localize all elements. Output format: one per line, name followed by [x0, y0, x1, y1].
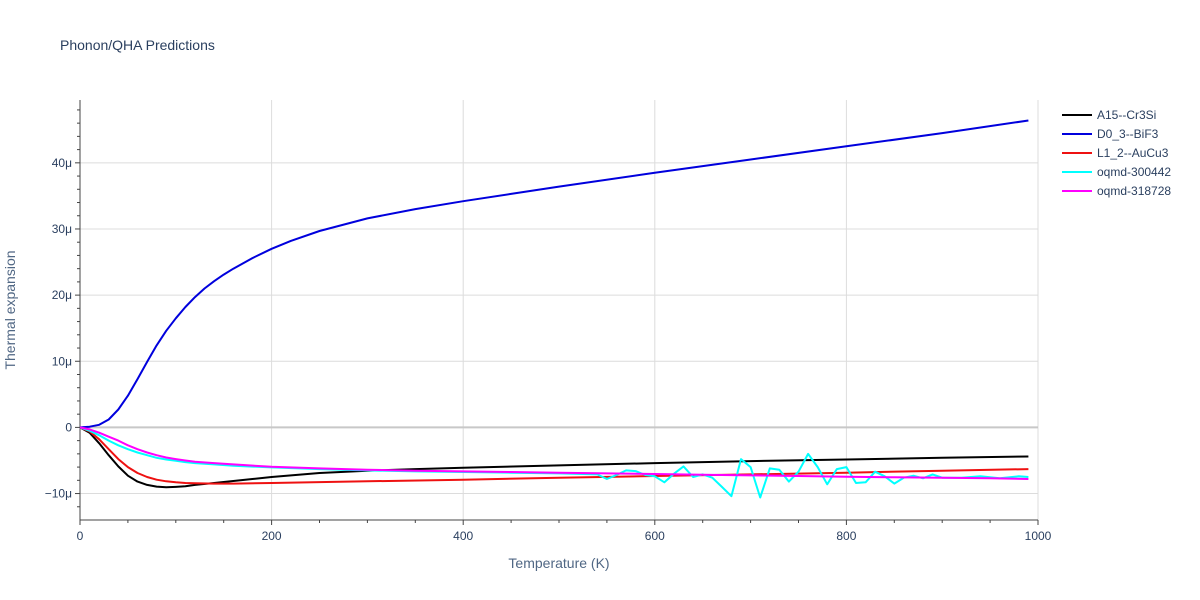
- legend-label: oqmd-318728: [1097, 184, 1171, 198]
- y-tick-label: −10μ: [45, 487, 72, 501]
- legend-label: A15--Cr3Si: [1097, 108, 1156, 122]
- legend-item-D0_3--BiF3[interactable]: D0_3--BiF3: [1062, 127, 1159, 141]
- y-tick-label: 20μ: [52, 288, 72, 302]
- y-tick-label: 40μ: [52, 156, 72, 170]
- legend-item-A15--Cr3Si[interactable]: A15--Cr3Si: [1062, 108, 1156, 122]
- legend-label: D0_3--BiF3: [1097, 127, 1159, 141]
- x-tick-label: 1000: [1025, 529, 1052, 543]
- chart-title: Phonon/QHA Predictions: [60, 37, 215, 53]
- legend-item-L1_2--AuCu3[interactable]: L1_2--AuCu3: [1062, 146, 1169, 160]
- series-lines: [79, 119, 1029, 499]
- x-tick-label: 400: [453, 529, 473, 543]
- x-tick-label: 800: [836, 529, 856, 543]
- axes: [75, 100, 1039, 525]
- series-line-oqmd-318728: [79, 426, 1029, 480]
- y-axis-title: Thermal expansion: [2, 250, 18, 369]
- x-tick-label: 200: [262, 529, 282, 543]
- y-tick-label: 0: [65, 420, 72, 434]
- legend-label: oqmd-300442: [1097, 165, 1171, 179]
- y-tick-label: 30μ: [52, 222, 72, 236]
- legend-item-oqmd-300442[interactable]: oqmd-300442: [1062, 165, 1171, 179]
- grid-lines: [80, 100, 1039, 520]
- x-axis-title: Temperature (K): [508, 555, 609, 571]
- legend[interactable]: A15--Cr3Si D0_3--BiF3 L1_2--AuCu3 oqmd-3004…: [1062, 108, 1171, 198]
- legend-label: L1_2--AuCu3: [1097, 146, 1169, 160]
- legend-item-oqmd-318728[interactable]: oqmd-318728: [1062, 184, 1171, 198]
- series-line-D0_3--BiF3: [79, 119, 1029, 429]
- y-tick-label: 10μ: [52, 354, 72, 368]
- series-line-oqmd-300442: [79, 426, 1029, 499]
- x-tick-label: 600: [645, 529, 665, 543]
- x-tick-label: 0: [77, 529, 84, 543]
- tick-labels: 0 200 400 600 800 1000 −10μ 0 10μ 20μ 30μ 40μ: [45, 156, 1052, 543]
